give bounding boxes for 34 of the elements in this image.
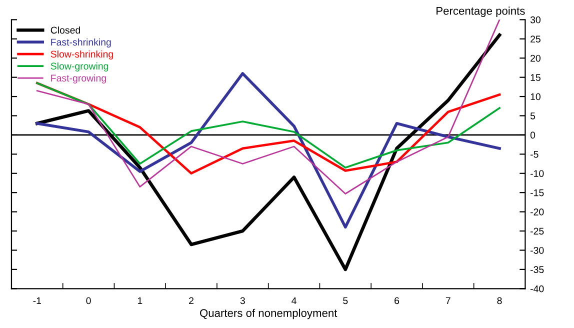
x-tick-label: 7 [446,297,450,304]
legend-label: Slow-growing [50,62,108,72]
x-tick-label: 3 [240,297,245,304]
y-axis-title: Percentage points [436,6,525,17]
x-tick-label: 4 [292,297,296,304]
x-tick-label: -1 [33,297,42,304]
y-tick-label: 0 [530,132,536,139]
x-tick-label: 8 [497,297,502,304]
x-tick-label: 5 [343,297,348,304]
x-axis-title: Quarters of nonemployment [200,308,338,320]
y-tick-label: -5 [530,150,538,158]
y-tick-label: 20 [530,54,541,62]
legend-label: Slow-shrinking [50,50,113,60]
y-tick-label: -15 [530,189,544,196]
y-tick-label: 25 [530,36,540,43]
y-tick-label: -35 [530,266,544,274]
y-tick-label: -25 [530,228,544,235]
y-tick-label: -40 [530,285,544,292]
y-tick-label: -10 [530,170,544,177]
legend-label: Fast-shrinking [51,38,111,48]
y-tick-label: -30 [530,246,544,254]
y-tick-label: 5 [530,112,536,120]
legend-label: Fast-growing [51,74,106,84]
y-tick-label: 10 [530,93,541,100]
line-series [36,72,501,229]
x-tick-label: 6 [394,297,400,304]
y-tick-label: 15 [530,74,540,81]
legend-label: Closed [50,26,80,34]
x-tick-label: 0 [86,297,91,304]
x-tick-label: 1 [138,297,142,304]
line-series [36,20,500,194]
x-tick-label: 2 [189,297,194,304]
y-tick-label: 30 [530,16,541,24]
y-tick-label: -20 [530,208,544,216]
